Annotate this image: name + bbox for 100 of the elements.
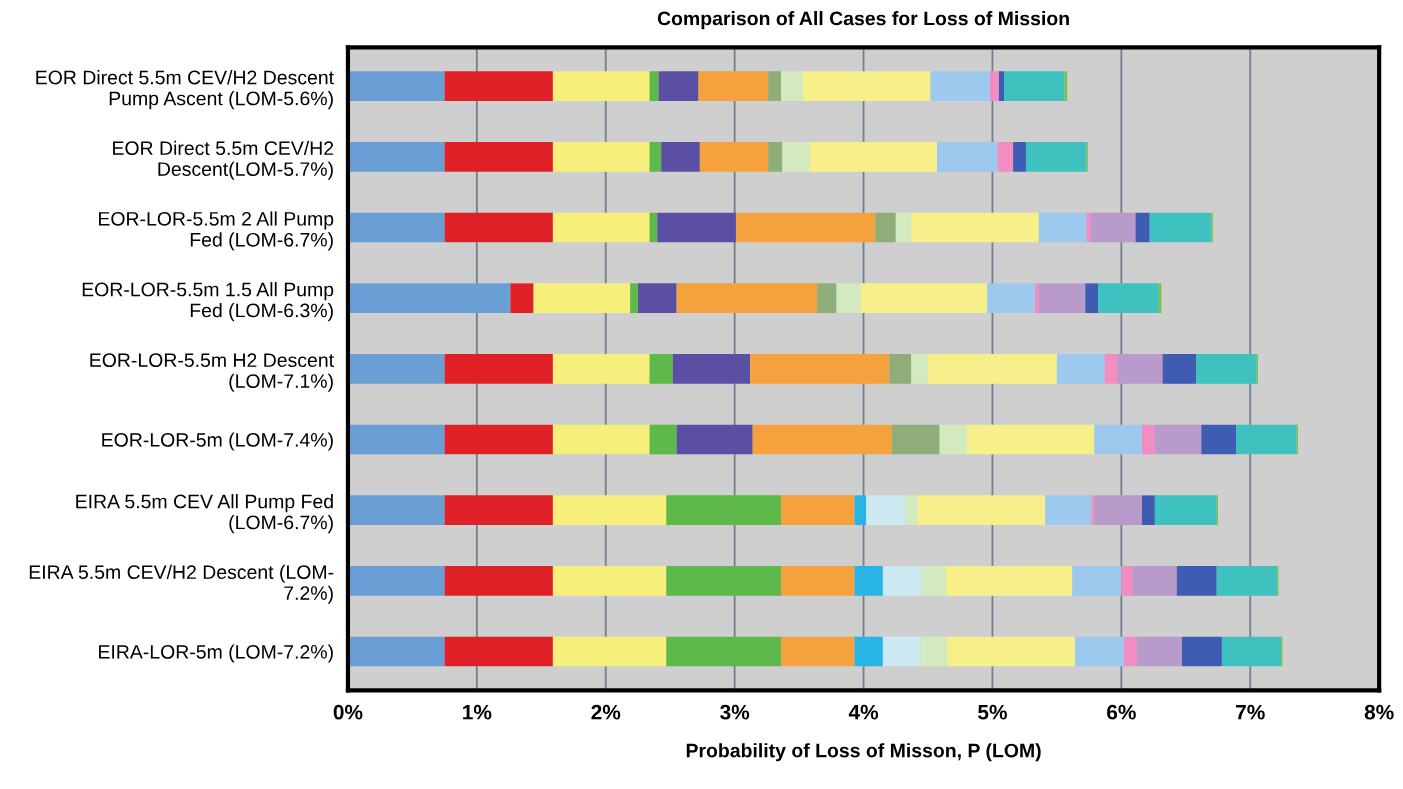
x-tick-label: 2% xyxy=(591,704,621,720)
bar xyxy=(1176,566,1217,596)
bar xyxy=(1141,424,1155,455)
bar xyxy=(347,142,445,172)
bar xyxy=(895,212,912,243)
bar xyxy=(444,142,553,172)
y-tick-label: EOR Direct 5.5m CEV/H2 Descent(LOM-5.7%) xyxy=(113,140,334,180)
bar xyxy=(347,283,511,314)
x-tick-label: 5% xyxy=(978,704,1007,720)
bar xyxy=(347,424,445,455)
y-tick-label: EOR-LOR-5.5m 1.5 All Pump Fed (LOM-6.3%) xyxy=(82,282,334,322)
bar xyxy=(768,142,783,172)
y-tick-label: EIRA-LOR-5m (LOM-7.2%) xyxy=(99,644,333,663)
bar xyxy=(1216,566,1278,596)
bar xyxy=(1136,636,1182,667)
bar xyxy=(1132,566,1177,596)
bar xyxy=(1013,142,1026,172)
bar xyxy=(1154,495,1217,526)
bar xyxy=(1045,495,1092,526)
bar xyxy=(552,142,650,172)
y-tick-label: EIRA 5.5m CEV/H2 Descent (LOM- 7.2%) xyxy=(29,564,334,604)
bar xyxy=(809,142,938,172)
bar xyxy=(552,636,667,667)
bar xyxy=(947,636,1075,667)
bar xyxy=(904,495,918,526)
x-tick-label: 4% xyxy=(848,704,879,720)
bar xyxy=(649,354,673,384)
bar xyxy=(989,71,999,102)
bar xyxy=(768,71,782,102)
bar xyxy=(836,283,861,314)
bar xyxy=(1123,636,1137,667)
bar xyxy=(930,71,990,102)
bar xyxy=(510,283,534,314)
bar xyxy=(649,142,662,172)
bar xyxy=(817,283,837,314)
bar xyxy=(347,495,445,526)
bar xyxy=(1034,283,1039,314)
y-tick-label: EOR Direct 5.5m CEV/H2 Descent Pump Ascent (LOM-5.6%) xyxy=(36,70,334,110)
bar xyxy=(781,636,855,667)
bar xyxy=(676,424,753,455)
bar xyxy=(1085,283,1099,314)
bar xyxy=(939,424,967,455)
bar xyxy=(649,71,659,102)
bar xyxy=(1135,212,1150,243)
bar xyxy=(781,566,855,596)
bar xyxy=(1104,354,1118,384)
y-tick-label: EOR-LOR-5.5m H2 Descent (LOM-7.1%) xyxy=(90,353,334,392)
bar xyxy=(854,636,883,667)
bar xyxy=(672,354,751,384)
x-tick-label: 3% xyxy=(720,704,750,720)
bar xyxy=(854,566,883,596)
bar xyxy=(802,71,931,102)
bar xyxy=(658,71,699,102)
chart-title: Comparison of All Cases for Loss of Mission xyxy=(657,11,1069,30)
bar xyxy=(782,142,810,172)
bar xyxy=(444,636,553,667)
bar xyxy=(946,566,1073,596)
bar xyxy=(1038,283,1086,314)
bar xyxy=(666,566,782,596)
x-axis-title: Probability of Loss of Misson, P (LOM) xyxy=(686,743,1041,762)
bar xyxy=(889,354,912,384)
bar xyxy=(854,495,867,526)
bar xyxy=(928,354,1057,384)
bar xyxy=(781,495,855,526)
bar xyxy=(866,495,905,526)
bar xyxy=(699,142,769,172)
bar xyxy=(987,283,1035,314)
bar xyxy=(966,424,1095,455)
bar xyxy=(649,424,677,455)
bar xyxy=(875,212,896,243)
bar xyxy=(882,636,921,667)
bar xyxy=(1056,354,1105,384)
bar xyxy=(937,142,998,172)
bar xyxy=(1154,424,1202,455)
bar xyxy=(676,283,818,314)
bar xyxy=(1149,212,1212,243)
bar xyxy=(552,424,650,455)
bar xyxy=(1094,495,1142,526)
x-tick-label: 0% xyxy=(333,704,363,720)
x-tick-label: 7% xyxy=(1236,704,1265,720)
bar xyxy=(860,283,988,314)
bar xyxy=(347,354,445,384)
bar xyxy=(1141,495,1155,526)
bar xyxy=(1196,354,1257,384)
bar xyxy=(1162,354,1197,384)
bar xyxy=(1181,636,1222,667)
bar xyxy=(533,283,631,314)
y-tick-label: EIRA 5.5m CEV All Pump Fed (LOM-6.7%) xyxy=(76,494,333,534)
bar xyxy=(1038,212,1087,243)
bar xyxy=(444,495,553,526)
bar xyxy=(920,636,948,667)
bar xyxy=(1072,566,1122,596)
bar xyxy=(1098,283,1159,314)
bar xyxy=(997,142,1014,172)
bar xyxy=(891,424,940,455)
bar xyxy=(661,142,700,172)
bar xyxy=(1236,424,1297,455)
bar xyxy=(1201,424,1237,455)
bar xyxy=(552,71,650,102)
bar xyxy=(698,71,769,102)
